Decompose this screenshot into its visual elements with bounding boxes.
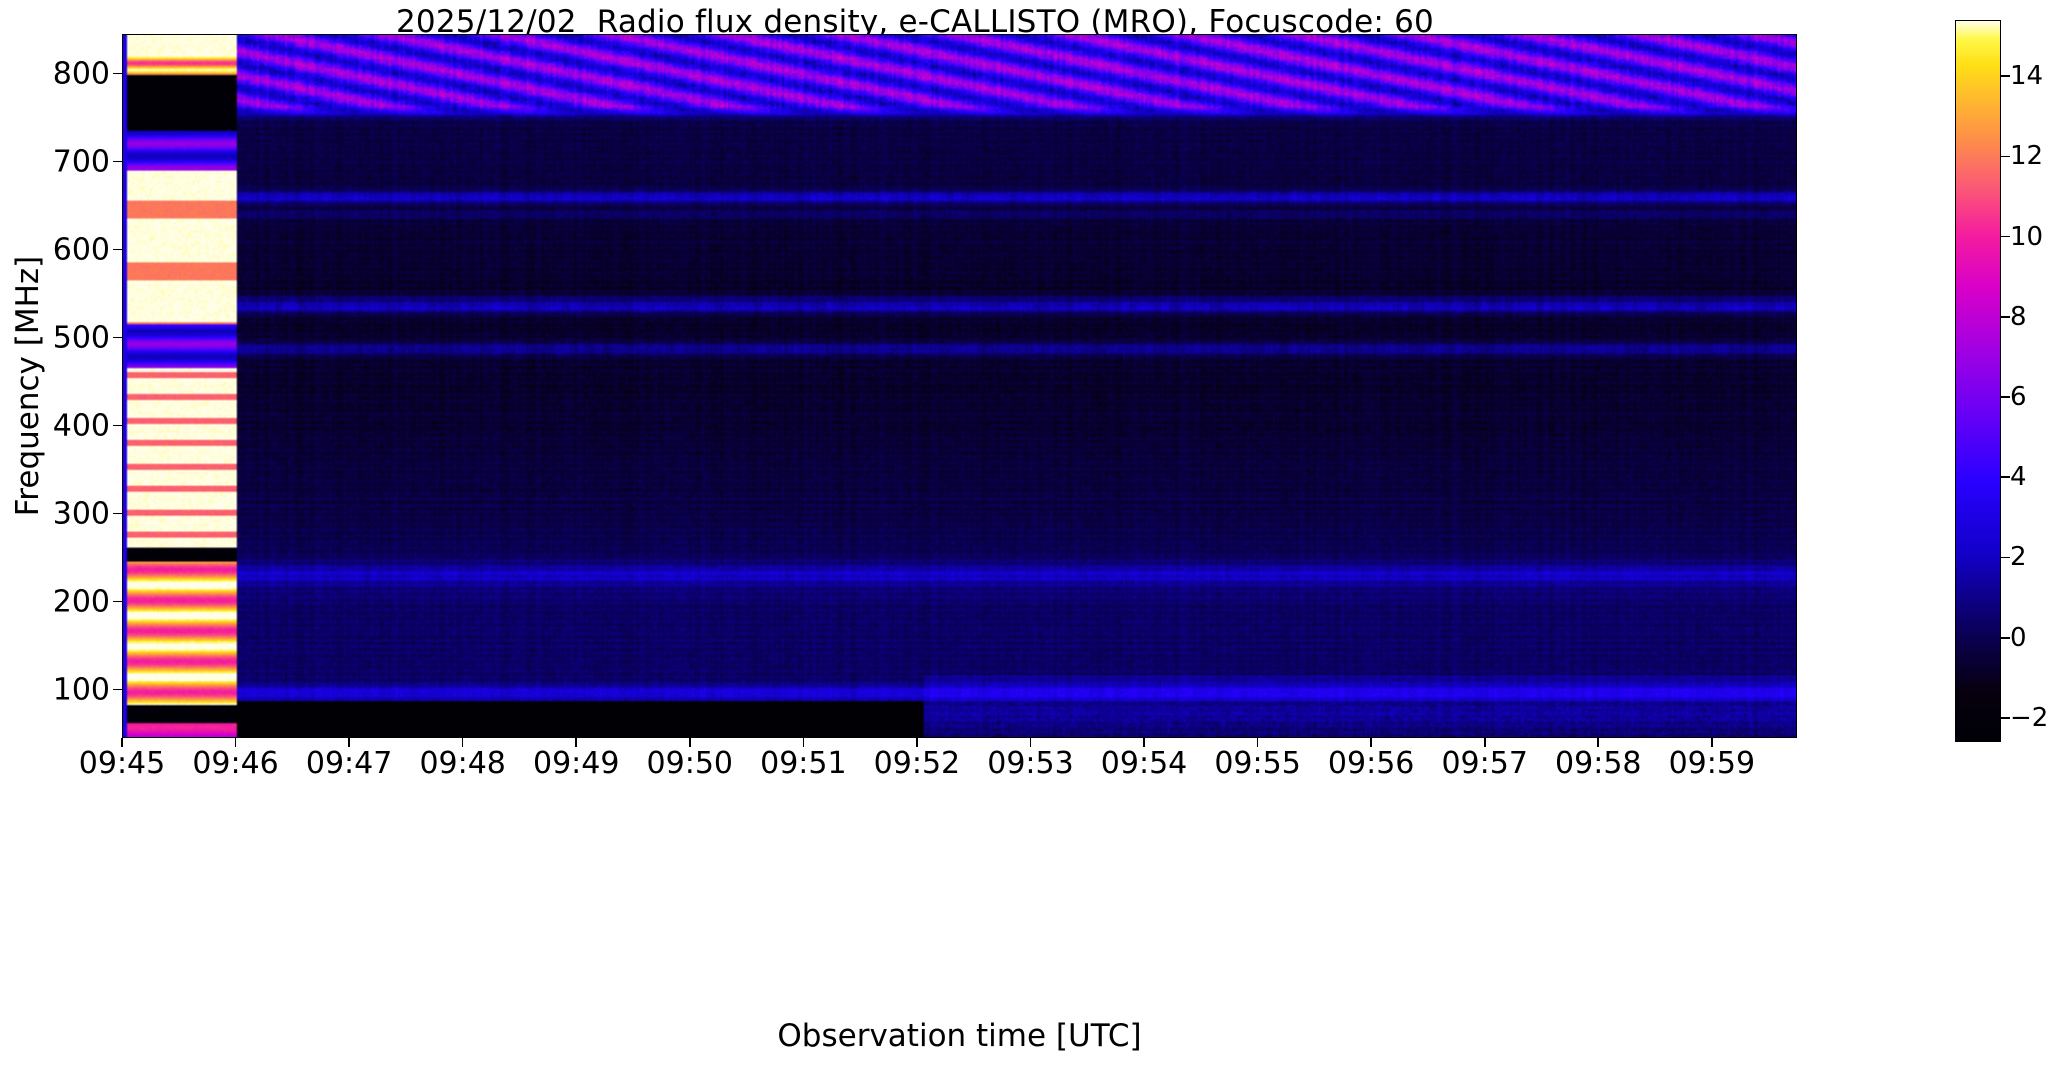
y-tick-label-300: 300 xyxy=(52,496,110,532)
colorbar-tick-mark xyxy=(2001,476,2010,479)
x-tick-mark xyxy=(348,738,350,747)
x-tick-label-09-45: 09:45 xyxy=(78,746,166,781)
colorbar-tick-label-4: 4 xyxy=(2010,462,2027,493)
spectrogram-image xyxy=(123,35,1796,737)
y-tick-label-800: 800 xyxy=(52,56,110,92)
x-tick-label-09-59: 09:59 xyxy=(1668,746,1756,781)
colorbar-tick-mark xyxy=(2001,75,2010,77)
y-tick-mark xyxy=(113,248,122,251)
colorbar-tick-label-10: 10 xyxy=(2010,221,2044,252)
x-tick-mark xyxy=(802,738,805,747)
y-tick-label-500: 500 xyxy=(52,320,110,356)
x-tick-mark xyxy=(1711,738,1713,747)
x-tick-label-09-53: 09:53 xyxy=(987,746,1074,781)
y-tick-mark xyxy=(113,160,122,163)
x-tick-label-09-58: 09:58 xyxy=(1555,746,1642,781)
y-tick-label-600: 600 xyxy=(52,232,110,268)
y-tick-mark xyxy=(113,72,122,75)
colorbar-tick-label--2: −2 xyxy=(2010,702,2049,733)
colorbar-tick-label-14: 14 xyxy=(2010,61,2044,92)
y-tick-label-200: 200 xyxy=(52,584,110,620)
x-tick-label-09-57: 09:57 xyxy=(1441,746,1528,781)
colorbar-tick-label-8: 8 xyxy=(2010,301,2027,332)
y-tick-mark xyxy=(113,424,122,427)
x-tick-mark xyxy=(1256,738,1259,747)
x-axis-label: Observation time [UTC] xyxy=(777,1018,1142,1054)
x-tick-label-09-50: 09:50 xyxy=(646,746,734,781)
colorbar-tick-mark xyxy=(2001,396,2010,398)
spectrogram-plot-area[interactable] xyxy=(122,34,1797,738)
x-tick-mark xyxy=(916,738,918,747)
colorbar-tick-mark xyxy=(2001,316,2010,318)
x-tick-label-09-54: 09:54 xyxy=(1100,746,1188,781)
x-tick-label-09-51: 09:51 xyxy=(760,746,847,781)
x-tick-mark xyxy=(121,738,123,747)
colorbar-tick-mark xyxy=(2001,717,2010,719)
colorbar[interactable] xyxy=(1955,20,2001,742)
x-tick-mark xyxy=(1597,738,1600,747)
x-tick-label-09-56: 09:56 xyxy=(1327,746,1415,781)
colorbar-gradient xyxy=(1956,21,2000,741)
x-tick-mark xyxy=(1483,738,1486,747)
x-tick-label-09-48: 09:48 xyxy=(419,746,506,781)
x-tick-label-09-46: 09:46 xyxy=(192,746,279,781)
x-tick-label-09-55: 09:55 xyxy=(1214,746,1301,781)
x-tick-mark xyxy=(234,738,237,747)
y-axis-label: Frequency [MHz] xyxy=(10,255,46,517)
colorbar-tick-label-12: 12 xyxy=(2010,141,2044,172)
x-tick-label-09-49: 09:49 xyxy=(533,746,620,781)
x-tick-mark xyxy=(1370,738,1372,747)
colorbar-tick-label-6: 6 xyxy=(2010,382,2027,413)
y-tick-mark xyxy=(113,688,122,691)
colorbar-tick-mark xyxy=(2001,235,2010,238)
x-tick-label-09-52: 09:52 xyxy=(873,746,961,781)
colorbar-tick-mark xyxy=(2001,556,2010,559)
y-axis-label-wrap: Frequency [MHz] xyxy=(8,34,48,738)
x-tick-mark xyxy=(461,738,464,747)
y-tick-label-100: 100 xyxy=(52,672,110,708)
y-tick-mark xyxy=(113,600,122,603)
x-tick-label-09-47: 09:47 xyxy=(305,746,393,781)
x-tick-mark xyxy=(1143,738,1145,747)
y-tick-mark xyxy=(113,512,122,515)
x-tick-mark xyxy=(1029,738,1032,747)
colorbar-tick-label-0: 0 xyxy=(2010,622,2027,653)
colorbar-tick-label-2: 2 xyxy=(2010,542,2027,573)
y-tick-mark xyxy=(113,336,122,339)
y-tick-label-400: 400 xyxy=(52,408,110,444)
x-tick-mark xyxy=(575,738,578,747)
x-tick-mark xyxy=(688,738,691,747)
y-tick-label-700: 700 xyxy=(52,144,110,180)
colorbar-tick-mark xyxy=(2001,155,2010,158)
colorbar-tick-mark xyxy=(2001,636,2010,639)
